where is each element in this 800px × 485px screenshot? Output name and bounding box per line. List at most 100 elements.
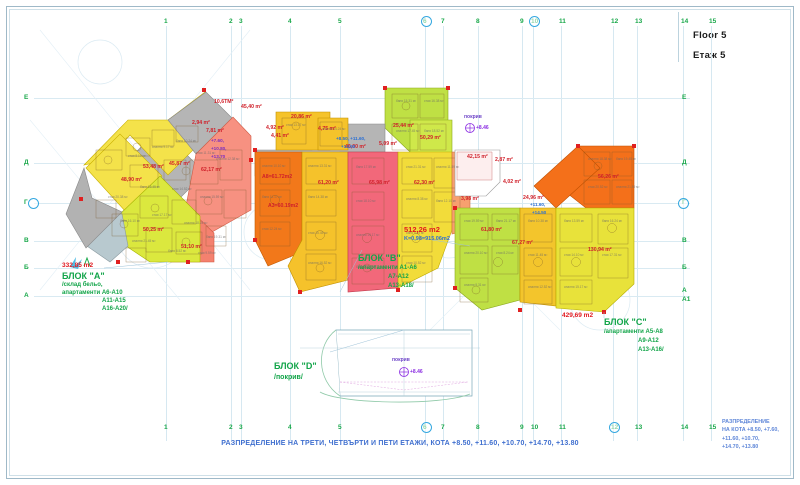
block-a-sub-1: /склад бельо, xyxy=(62,282,103,288)
axis-number-top-9: 9 xyxy=(520,18,524,25)
grid-line-horizontal xyxy=(34,98,690,99)
unit-area-label: 65,98 m² xyxy=(369,180,390,186)
axis-number-top-13: 13 xyxy=(635,18,643,25)
room-annotation: стая 16.38 м² xyxy=(424,99,444,103)
room-annotation: спалня 13.31 м² xyxy=(308,164,332,168)
unit-area-label: А3=60.19m2 xyxy=(268,203,299,209)
room-annotation: спалня 14.24 м² xyxy=(322,127,346,131)
room-annotation: спалня 9.31 м² xyxy=(464,283,486,287)
drawing-caption: РАЗПРЕДЕЛЕНИЕ НА ТРЕТИ, ЧЕТВЪРТИ И ПЕТИ … xyxy=(221,440,579,447)
room-annotation: спалня 16.52 м² xyxy=(308,261,332,265)
room-annotation: стая 14.10 м² xyxy=(564,253,584,257)
axis-letter-right-Б: Б xyxy=(682,264,687,271)
axis-number-bottom-14: 14 xyxy=(681,424,689,431)
room-annotation: спалня 10.10 м² xyxy=(262,164,286,168)
block-a-area: 332,85 m2 xyxy=(62,262,94,269)
grid-line-vertical xyxy=(231,26,232,441)
room-annotation: стая 20.38 м² xyxy=(108,195,128,199)
room-annotation: стая 18.10 м² xyxy=(356,199,376,203)
block-c-area: 429,69 m2 xyxy=(562,312,594,319)
unit-area-label: +8.50, +11.60, xyxy=(336,136,366,141)
roof-label-d: покрив xyxy=(392,357,410,363)
unit-area-label: 67,27 m² xyxy=(512,240,533,246)
room-annotation: баня 17.59 м² xyxy=(356,165,377,169)
block-c-sub-1: /апартаменти А5-А8 xyxy=(604,329,663,335)
block-c-sub-2: А9-А12 xyxy=(638,338,659,344)
block-b-coefficient: K=0,98=915.06m2 xyxy=(404,236,450,242)
block-b-sub-3: А13-А18/ xyxy=(388,283,414,289)
unit-area-label: 2,87 m² xyxy=(495,157,513,163)
axis-number-bottom-8: 8 xyxy=(476,424,480,431)
room-annotation: баня 18.52 м² xyxy=(424,129,445,133)
axis-number-top-11: 11 xyxy=(559,18,566,25)
axis-letter-left-Г: Г xyxy=(24,199,28,206)
block-b-sub-2: А7-А12 xyxy=(388,274,409,280)
axis-letter-right-А: А xyxy=(682,287,687,294)
axis-number-top-15: 15 xyxy=(709,18,717,25)
axis-number-top-14: 14 xyxy=(681,18,689,25)
room-annotation: баня 19.31 м² xyxy=(206,235,227,239)
floor-label-en: Floor 5 xyxy=(693,30,727,41)
room-annotation: баня 14.38 м² xyxy=(308,195,329,199)
axis-letter-left-Б: Б xyxy=(24,264,29,271)
grid-line-horizontal xyxy=(34,296,690,297)
sheet-border-inner xyxy=(9,9,791,476)
room-annotation: стая 17.17 м² xyxy=(152,213,172,217)
axis-letter-right-Д: Д xyxy=(682,159,687,166)
grid-line-vertical xyxy=(683,26,684,441)
unit-area-label: 61,20 m² xyxy=(318,180,339,186)
room-annotation: баня 16.24 м² xyxy=(602,219,623,223)
callout-leaders xyxy=(103,239,605,353)
room-annotation: стая 12.24 м² xyxy=(262,227,282,231)
room-annotation: баня 15.31 м² xyxy=(396,99,417,103)
block-a-sub-3: А11-А15 xyxy=(102,298,126,304)
unit-area-label: 61,80 m² xyxy=(481,227,502,233)
block-c-sub-3: А13-А16/ xyxy=(638,347,664,353)
room-annotation: стая 17.31 м² xyxy=(602,253,622,257)
unit-area-label: 51,10 m² xyxy=(181,244,202,250)
room-annotation: спалня 18.24 м² xyxy=(184,221,208,225)
axis-letter-left-Е: Е xyxy=(24,94,29,101)
title-block: Floor 5 Етаж 5 xyxy=(678,12,788,62)
axis-number-top-2: 2 xyxy=(229,18,233,25)
unit-area-label: 50,29 m² xyxy=(420,135,441,141)
unit-area-label: +14.50 xyxy=(532,210,547,215)
block-a-sub-4: А16-А20/ xyxy=(102,306,128,312)
unit-area-label: 56,26 m² xyxy=(598,174,619,180)
room-annotation: стая 19.59 м² xyxy=(464,219,484,223)
axis-number-bottom-4: 4 xyxy=(288,424,292,431)
room-annotation: баня 16.10 м² xyxy=(120,219,141,223)
axis-number-bottom-9: 9 xyxy=(520,424,524,431)
room-annotation: баня 10.24 м² xyxy=(176,139,197,143)
axis-number-top-7: 7 xyxy=(441,18,445,25)
room-annotation: стая 21.31 м² xyxy=(406,165,426,169)
axis-number-bottom-3: 3 xyxy=(239,424,243,431)
unit-area-label: +10.80, xyxy=(211,146,227,151)
room-annotation: баня 21.17 м² xyxy=(496,219,517,223)
unit-area-label: 25,44 m² xyxy=(393,123,414,129)
axis-number-bottom-15: 15 xyxy=(709,424,717,431)
block-a-plan xyxy=(65,88,253,264)
grid-line-vertical xyxy=(637,26,638,441)
axis-number-top-5: 5 xyxy=(338,18,342,25)
axis-bubble-left-g xyxy=(28,198,39,209)
room-annotation: баня 13.45 м² xyxy=(140,185,161,189)
axis-bubble-bottom-6 xyxy=(421,422,432,433)
axis-number-top-8: 8 xyxy=(476,18,480,25)
unit-area-label: 20,86 m² xyxy=(291,114,312,120)
roof-elevation-marker-c xyxy=(465,123,475,133)
axis-number-top-4: 4 xyxy=(288,18,292,25)
unit-area-label: 5,09 m² xyxy=(379,141,397,147)
unit-area-label: 45,40 m² xyxy=(241,104,262,110)
room-annotation: баня 20.24 м² xyxy=(356,265,377,269)
unit-area-label: 50,25 m² xyxy=(143,227,164,233)
room-annotation: спалня 21.59 м² xyxy=(616,185,640,189)
room-annotation: баня 10.38 м² xyxy=(528,219,549,223)
unit-area-label: А8=61.72m2 xyxy=(262,174,293,180)
room-annotation: спалня 8.38 м² xyxy=(406,197,428,201)
axis-bubble-bottom-12 xyxy=(609,422,620,433)
room-annotation: спалня 18.38 м² xyxy=(588,157,612,161)
room-annotation: стая 20.52 м² xyxy=(588,185,608,189)
axis-letter-left-А: А xyxy=(24,292,29,299)
sheet-border-outer xyxy=(6,6,794,479)
